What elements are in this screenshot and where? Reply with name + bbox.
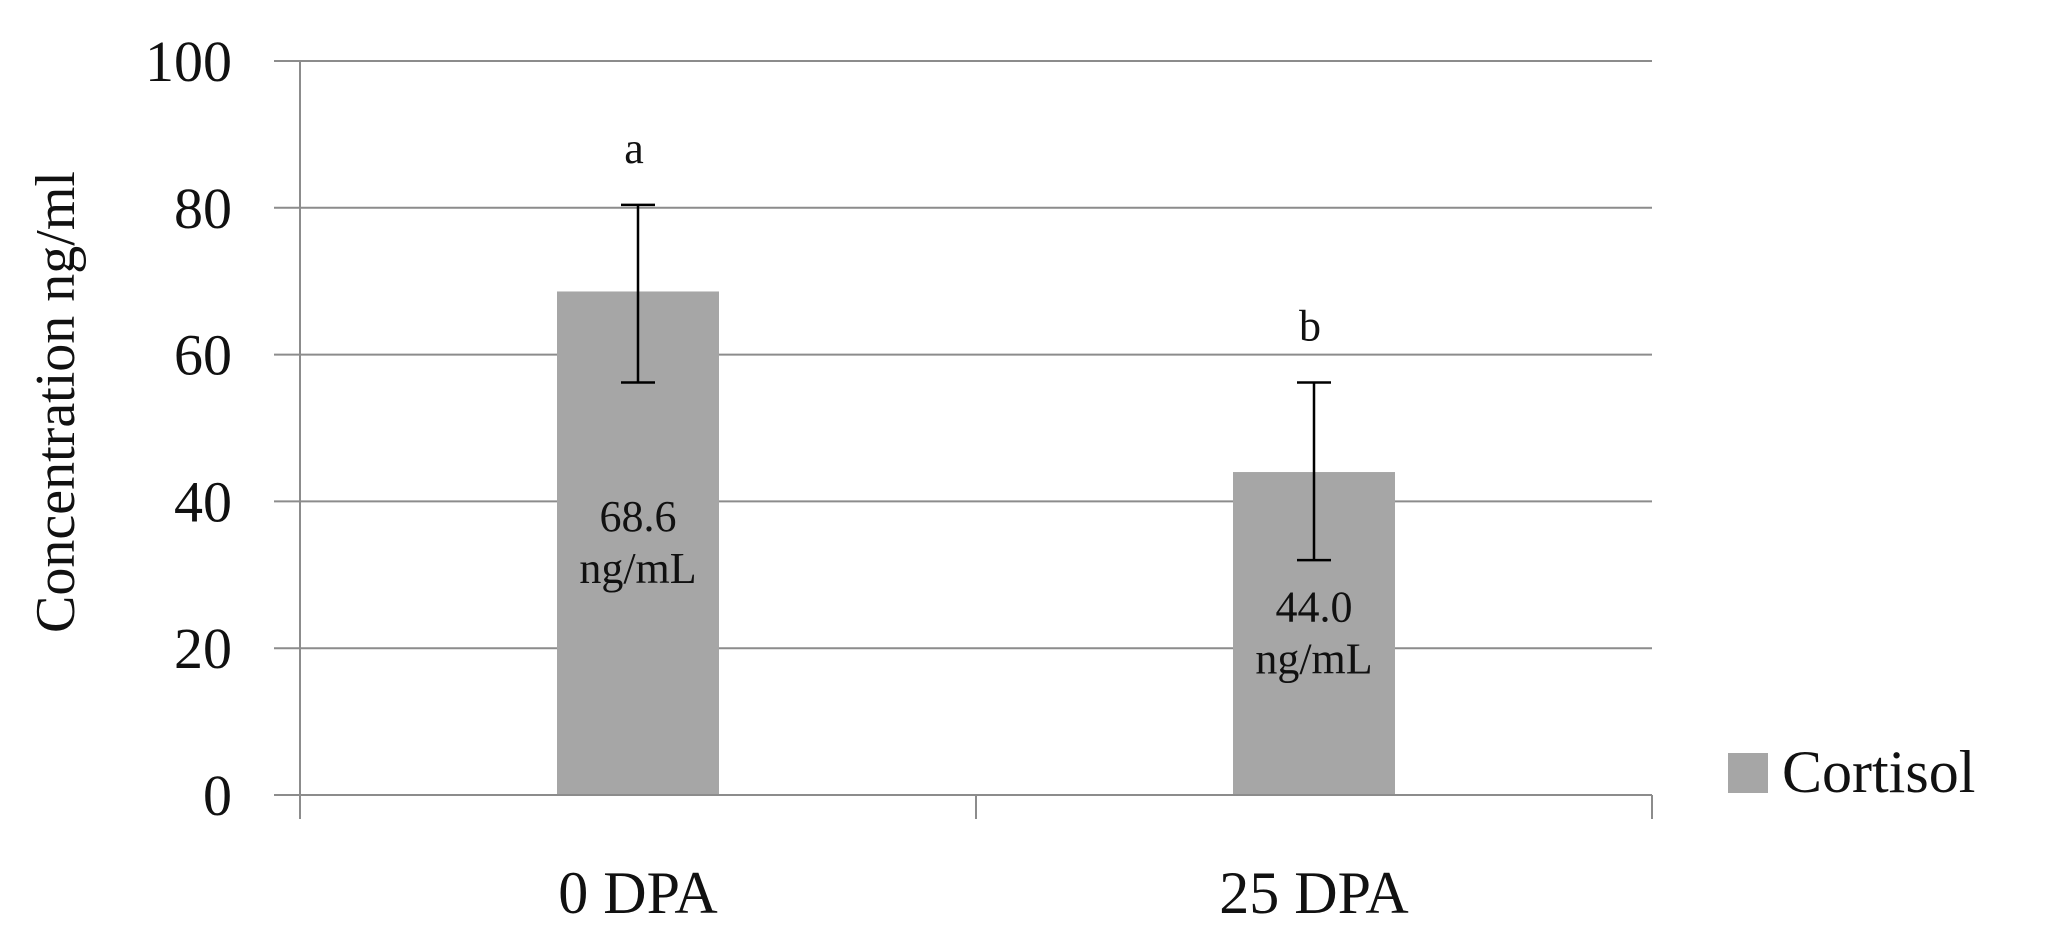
- y-tick-label-40: 40: [174, 469, 232, 534]
- significance-letter-1: b: [1299, 301, 1321, 350]
- significance-letter-0: a: [624, 124, 644, 173]
- axes: [274, 61, 1653, 819]
- y-tick-label-80: 80: [174, 176, 232, 241]
- legend-label-cortisol: Cortisol: [1782, 739, 1975, 805]
- y-tick-label-100: 100: [145, 29, 232, 94]
- y-tick-label-0: 0: [203, 763, 232, 828]
- data-label-0-line-0: 68.6: [600, 492, 677, 541]
- y-axis-title: Concentration ng/ml: [25, 171, 87, 633]
- data-label-0-line-1: ng/mL: [579, 544, 696, 593]
- data-label-1-line-1: ng/mL: [1255, 635, 1372, 684]
- x-tick-label-0: 0 DPA: [558, 860, 718, 926]
- gridlines: [274, 60, 1652, 650]
- data-label-1-line-0: 44.0: [1276, 583, 1353, 632]
- y-tick-label-20: 20: [174, 616, 232, 681]
- bars: [557, 203, 1395, 795]
- x-tick-label-1: 25 DPA: [1219, 860, 1409, 926]
- y-tick-label-60: 60: [174, 323, 232, 388]
- legend: Cortisol: [1728, 739, 1975, 805]
- legend-swatch-cortisol: [1728, 753, 1768, 793]
